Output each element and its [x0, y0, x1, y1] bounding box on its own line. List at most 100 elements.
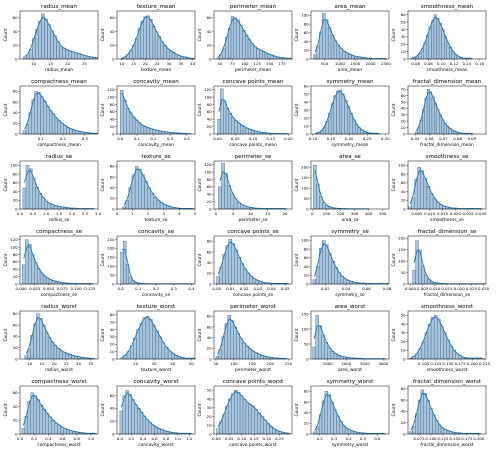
histogram-bar [344, 427, 349, 435]
y-tick-label: 30 [401, 34, 406, 39]
y-tick-label: 20 [13, 43, 18, 48]
histogram-bar [233, 17, 237, 60]
y-axis-label: Count [100, 403, 106, 416]
y-tick-label: 0 [112, 206, 115, 211]
y-tick-label: 10 [401, 49, 406, 54]
y-tick-label: 0 [306, 356, 309, 361]
y-axis-label: Count [3, 178, 9, 191]
x-axis-label: compactness_worst [37, 442, 81, 448]
subplot-title: perimeter_se [235, 154, 272, 160]
histogram-bar [42, 409, 46, 435]
y-axis-label: Count [294, 253, 300, 266]
x-tick-label: 0.4 [345, 436, 352, 441]
histogram-bar [163, 45, 167, 60]
x-axis-label: area_mean [338, 67, 363, 73]
x-tick-label: 0.25 [275, 436, 284, 441]
x-tick-label: 200 [267, 361, 275, 366]
subplot-title: area_se [339, 154, 361, 160]
x-tick-label: 0.015 [441, 286, 453, 291]
histogram-bar [234, 249, 238, 285]
histogram-bar [53, 345, 58, 360]
histogram-bar [150, 192, 154, 210]
histogram-bar [249, 276, 254, 285]
x-tick-label: 0.00 [212, 436, 221, 441]
x-tick-label: 1 [131, 211, 134, 216]
x-tick-label: 0.125 [84, 286, 96, 291]
histogram-bar [432, 198, 437, 210]
x-axis-label: area_se [342, 217, 359, 223]
histogram-bar [164, 347, 169, 360]
histogram-bar [256, 48, 260, 60]
y-tick-label: 60 [304, 399, 309, 404]
x-tick-label: 0.09 [467, 136, 476, 141]
histogram-bar [40, 96, 44, 135]
x-tick-label: 2000 [366, 61, 376, 66]
histogram-bar [443, 123, 447, 135]
histogram-bar [22, 130, 27, 135]
y-axis-label: Count [391, 178, 397, 191]
x-tick-label: 0.5 [360, 436, 367, 441]
y-tick-label: 80 [207, 314, 212, 319]
histogram-bar [338, 89, 343, 135]
y-tick-label: 10 [207, 423, 212, 428]
histogram-bar [62, 47, 66, 60]
y-axis-label: Count [197, 103, 203, 116]
histogram-bar [140, 124, 145, 135]
x-tick-label: 0.00 [213, 136, 222, 141]
y-tick-label: 80 [401, 171, 406, 176]
x-axis-label: perimeter_mean [235, 67, 272, 73]
x-tick-label: 175 [278, 61, 286, 66]
histogram-bar [259, 49, 263, 60]
y-tick-label: 60 [401, 397, 406, 402]
y-tick-label: 0 [403, 206, 406, 211]
y-tick-label: 40 [401, 189, 406, 194]
x-tick-label: 0.025 [29, 286, 41, 291]
y-tick-label: 80 [304, 246, 309, 251]
y-tick-label: 40 [304, 264, 309, 269]
y-tick-label: 0 [306, 206, 309, 211]
kde-line [123, 168, 193, 209]
kde-line [25, 316, 94, 359]
x-tick-label: 0.0 [117, 136, 124, 141]
histogram-bar [230, 193, 235, 210]
histogram-bar [134, 119, 139, 135]
histogram-bar [321, 334, 326, 360]
histogram-bar [42, 275, 47, 285]
y-tick-label: 0 [112, 281, 115, 286]
y-tick-label: 30 [401, 112, 406, 117]
x-tick-label: 0.030 [478, 286, 490, 291]
histogram-bar [437, 424, 442, 435]
y-tick-label: 80 [13, 171, 18, 176]
y-tick-label: 20 [110, 43, 115, 48]
x-tick-label: 0.2 [31, 436, 38, 441]
histogram-bar [242, 126, 247, 135]
y-tick-label: 60 [13, 15, 18, 20]
histogram-bar [412, 270, 416, 285]
histogram-bar [38, 193, 42, 210]
histogram-bar [337, 272, 341, 285]
subplot-title: compactness_se [36, 229, 83, 235]
histogram-bar [242, 30, 246, 60]
y-tick-label: 40 [207, 117, 212, 122]
histogram-bar [243, 268, 248, 285]
histogram-bar [257, 412, 261, 435]
histogram-bar [441, 29, 445, 60]
subplot-title: radius_se [46, 154, 73, 160]
histogram-bar [51, 420, 55, 435]
subplot-compactness_mean: compactness_mean compactness_mean Count 0.1… [3, 79, 99, 148]
histogram-bar [228, 398, 232, 435]
histogram-bar [50, 341, 55, 360]
histogram-bar [434, 103, 437, 135]
histogram-bar [142, 317, 147, 360]
histogram-bar [426, 89, 430, 135]
x-tick-label: 0.03 [253, 286, 262, 291]
histogram-bar [123, 99, 127, 135]
y-tick-label: 40 [207, 29, 212, 34]
y-axis-label: Count [3, 103, 9, 116]
histogram-bar [239, 395, 244, 435]
x-tick-label: 0.02 [321, 286, 330, 291]
subplot-title: concavity_mean [133, 79, 179, 85]
histogram-bar [23, 56, 27, 60]
histogram-bar [134, 166, 139, 210]
y-tick-label: 20 [304, 273, 309, 278]
